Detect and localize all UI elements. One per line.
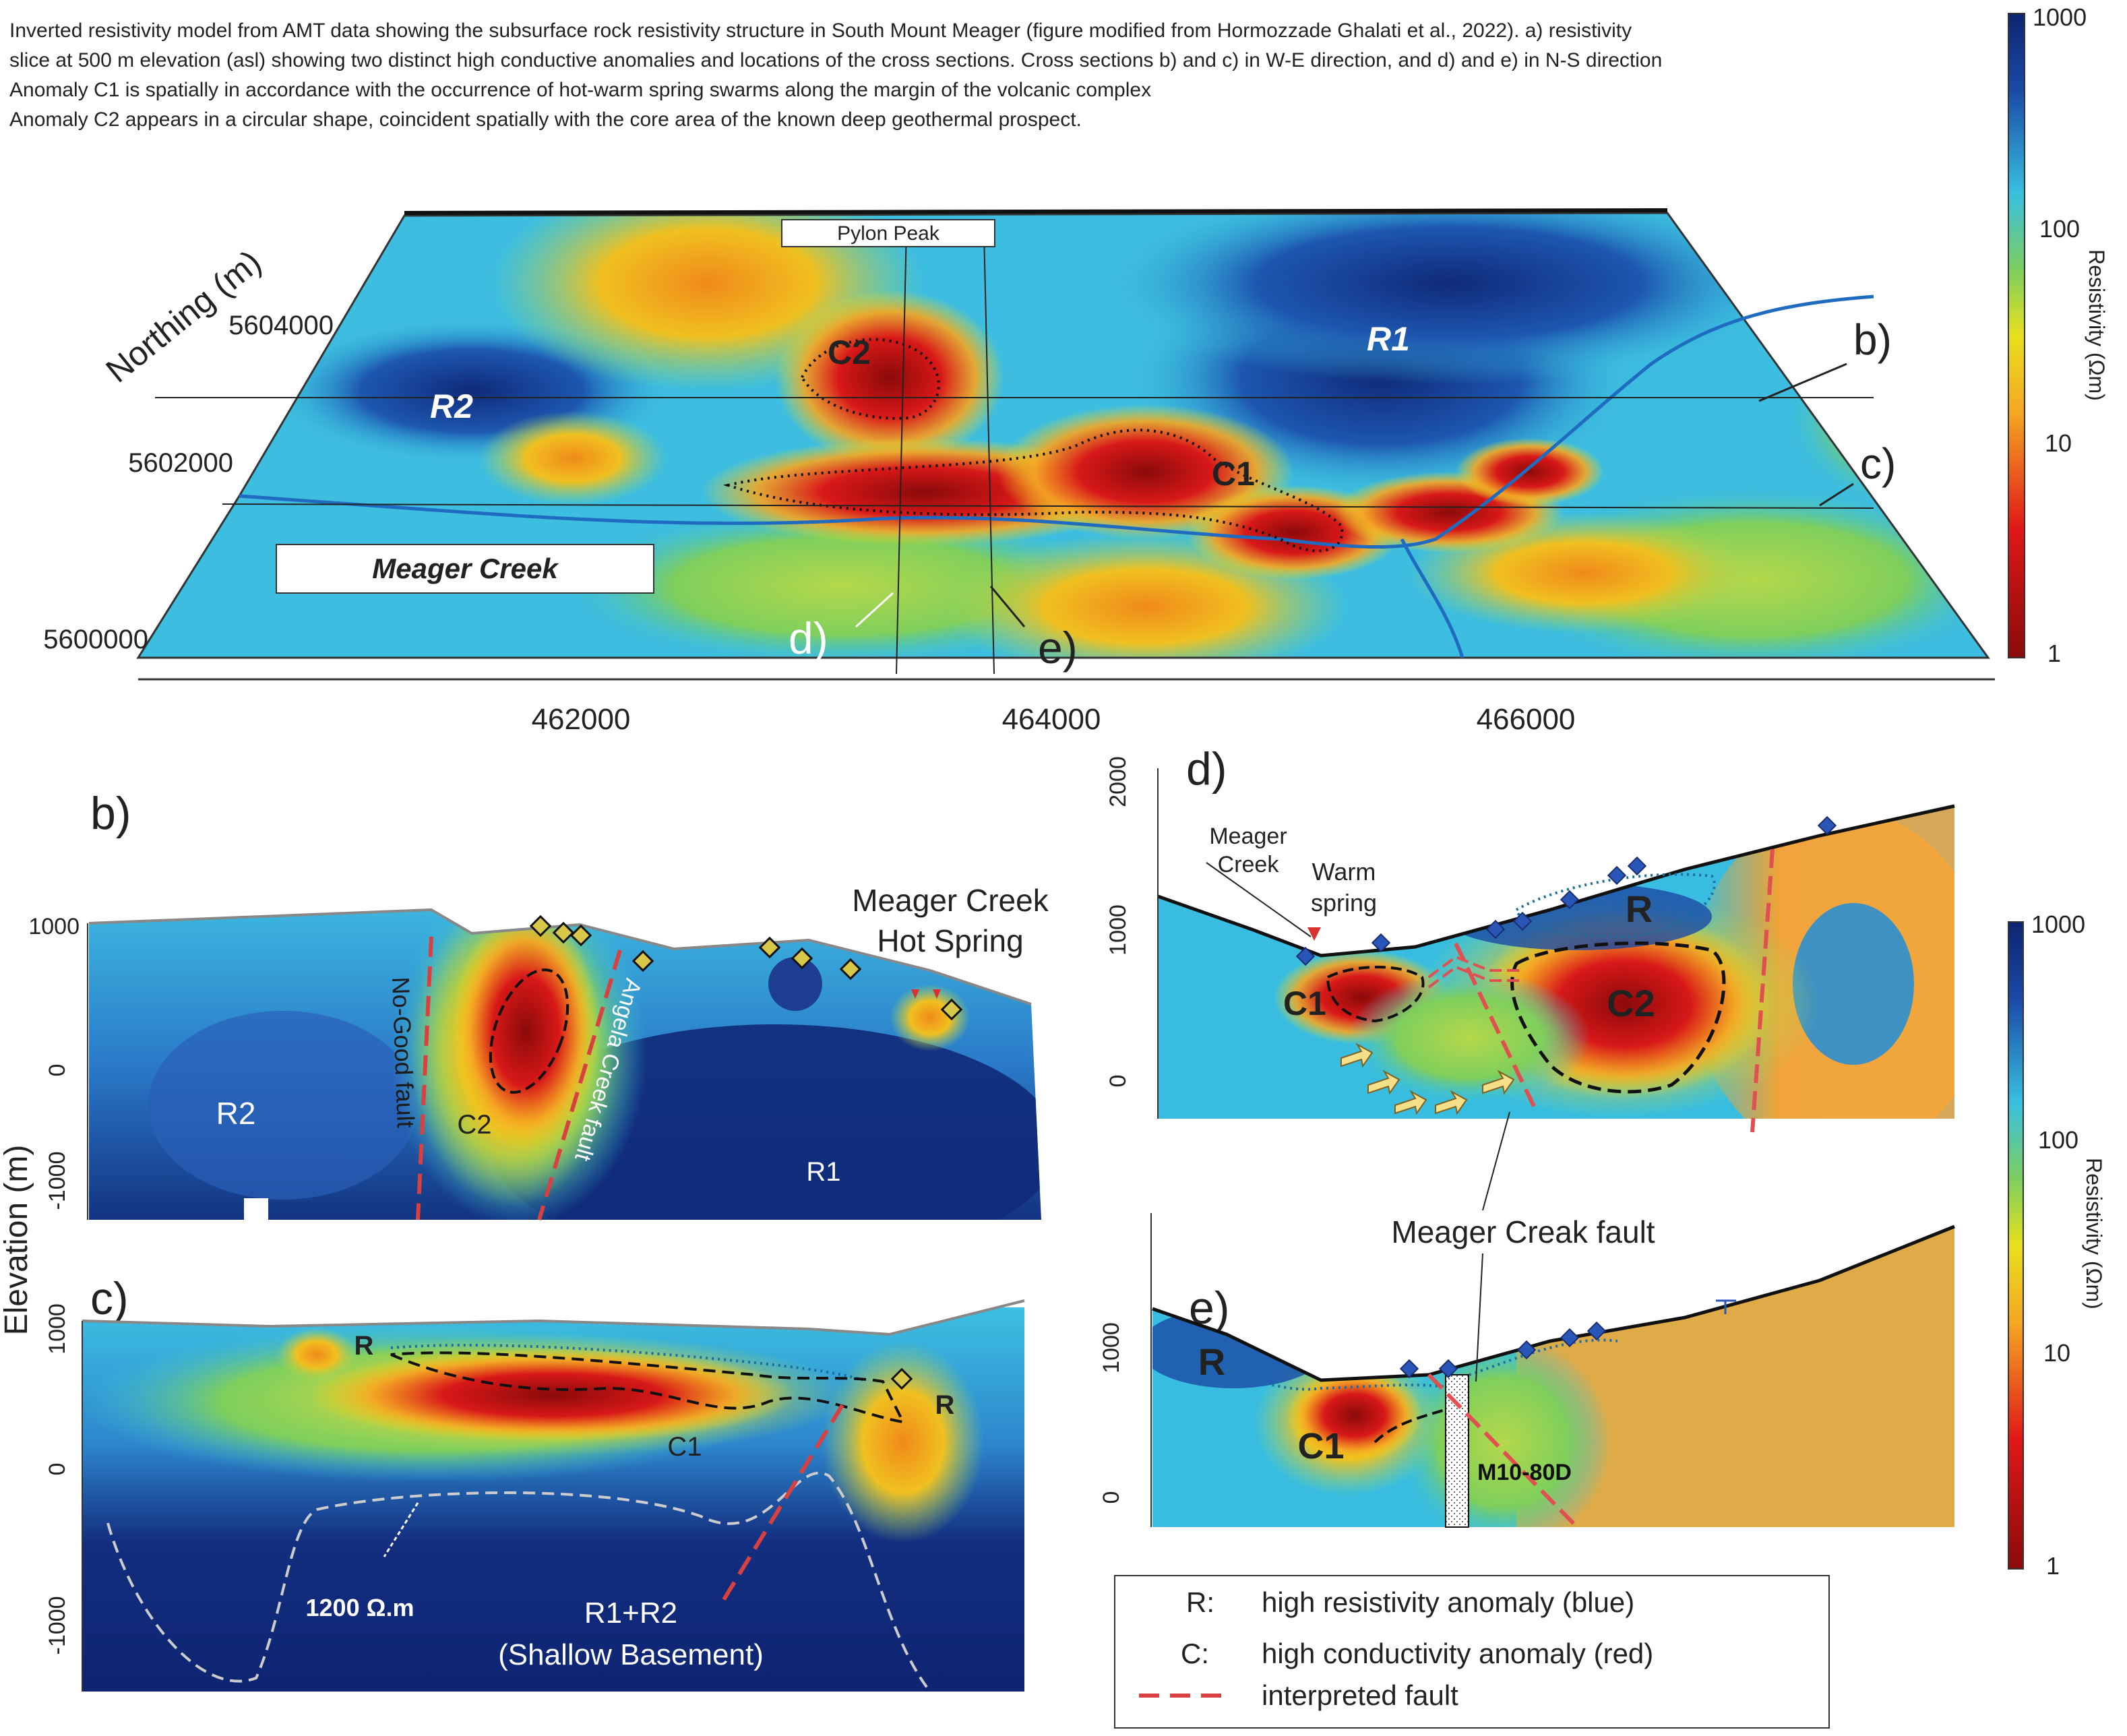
map-section-d-label: d) (789, 613, 828, 663)
colorbar-bottom: 1000 100 10 1 Resistivity (Ωm) (2008, 910, 2106, 1580)
map-section-e-label: e) (1038, 623, 1078, 673)
section-e-station-markers (1399, 1321, 1607, 1379)
colorbar-bottom-tick-10: 10 (2043, 1339, 2070, 1367)
map-c1-label: C1 (1212, 455, 1255, 493)
caption-line-4: Anomaly C2 appears in a circular shape, … (9, 108, 1082, 131)
section-d-ytick-0: 0 (1105, 1075, 1131, 1088)
caption-line-3: Anomaly C1 is spatially in accordance wi… (9, 79, 1152, 101)
colorbar-bottom-tick-100: 100 (2038, 1126, 2078, 1154)
section-d-meager-creek-1: Meager (1209, 824, 1287, 849)
map-section-b-label: b) (1853, 315, 1892, 364)
section-d: d) (1105, 743, 1955, 1133)
resistivity-slice-map: Pylon Peak Meager Creek C2 C1 R1 R2 b) c… (43, 208, 1995, 736)
map-r2-label: R2 (430, 388, 473, 425)
legend-r-text: high resistivity anomaly (blue) (1262, 1586, 1634, 1618)
colorbar-bottom-tick-1000: 1000 (2031, 910, 2085, 938)
section-d-ytick-1000: 1000 (1105, 904, 1131, 956)
legend-r-key: R: (1186, 1586, 1214, 1618)
pylon-peak-label: Pylon Peak (837, 222, 940, 245)
section-b-c2-label: C2 (457, 1110, 491, 1140)
map-ytick-5602000: 5602000 (128, 448, 233, 478)
section-c-panel-label: c) (90, 1273, 129, 1324)
elevation-axis-label: Elevation (m) (0, 1145, 34, 1336)
section-b-panel-label: b) (90, 788, 131, 839)
section-d-warm-spring-2: spring (1311, 889, 1377, 917)
section-c-basement-label-2: (Shallow Basement) (498, 1638, 764, 1671)
section-c-r-left-label: R (354, 1331, 374, 1361)
section-b-r1-label: R1 (806, 1157, 840, 1187)
hot-spring-label-2: Hot Spring (877, 923, 1023, 958)
colorbar-top-label: Resistivity (Ωm) (2085, 249, 2109, 401)
section-c-ytick-minus-1000: -1000 (44, 1596, 70, 1655)
meager-creek-box (276, 544, 654, 594)
section-c-c1-label: C1 (667, 1432, 702, 1462)
section-e-ytick-0: 0 (1099, 1491, 1124, 1504)
section-c: c) R R C1 1200 Ω.m R1+R2 (Shallow Baseme… (44, 1273, 1025, 1693)
legend-c-text: high conductivity anomaly (red) (1262, 1638, 1653, 1669)
section-c-ytick-1000: 1000 (44, 1303, 70, 1355)
legend: R: high resistivity anomaly (blue) C: hi… (1114, 1575, 1830, 1729)
section-d-flow-arrows (1340, 1043, 1515, 1115)
section-d-meager-creek-2: Creek (1218, 852, 1280, 877)
section-e-c1-label: C1 (1297, 1426, 1344, 1466)
colorbar-bottom-label: Resistivity (Ωm) (2082, 1158, 2106, 1309)
section-c-basement-label-1: R1+R2 (584, 1596, 677, 1630)
section-c-r-right-label: R (935, 1390, 955, 1420)
section-d-ytick-2000: 2000 (1105, 756, 1131, 807)
section-d-c2-label: C2 (1607, 982, 1655, 1024)
section-c-ytick-0: 0 (44, 1463, 70, 1476)
section-e: e) R C1 M10-80D 1000 0 (1099, 1213, 1955, 1529)
section-b-ytick-1000: 1000 (28, 914, 80, 939)
section-e-well-label: M10-80D (1477, 1460, 1572, 1485)
colorbar-bottom-tick-1: 1 (2046, 1552, 2060, 1580)
colorbar-top-tick-100: 100 (2039, 215, 2080, 243)
map-ytick-5604000: 5604000 (228, 311, 334, 340)
colorbar-top-tick-10: 10 (2045, 429, 2072, 457)
map-section-c-label: c) (1860, 439, 1896, 488)
section-b-ytick-0: 0 (44, 1064, 70, 1077)
no-good-fault-label: No-Good fault (387, 976, 420, 1128)
legend-fault-text: interpreted fault (1262, 1679, 1458, 1711)
hot-spring-label-1: Meager Creek (852, 883, 1049, 918)
figure-caption: Inverted resistivity model from AMT data… (9, 16, 1937, 135)
section-d-c1-label: C1 (1283, 985, 1326, 1022)
map-xtick-464000: 464000 (1002, 703, 1101, 736)
section-e-r-label: R (1198, 1340, 1225, 1383)
colorbar-top-tick-1: 1 (2047, 640, 2061, 667)
caption-line-1: Inverted resistivity model from AMT data… (9, 20, 1632, 42)
meager-creek-map-label: Meager Creek (372, 553, 559, 584)
section-b-r2-label: R2 (216, 1096, 256, 1131)
borehole-column (1445, 1374, 1469, 1528)
section-b: b) Meager Creek Hot Spring No-G (28, 788, 1049, 1220)
map-xtick-466000: 466000 (1477, 703, 1576, 736)
map-c2-label: C2 (828, 334, 871, 371)
map-r1-label: R1 (1367, 320, 1410, 358)
meager-fault-callout: Meager Creak fault (1391, 1214, 1655, 1249)
colorbar-top: 1000 100 10 1 Resistivity (Ωm) (2008, 3, 2109, 667)
section-d-warm-spring-1: Warm (1312, 858, 1376, 886)
section-b-ytick-minus-1000: -1000 (44, 1152, 70, 1210)
map-xtick-462000: 462000 (532, 703, 631, 736)
section-b-station-markers (529, 914, 963, 1021)
section-d-r-label: R (1626, 888, 1653, 930)
section-e-ytick-1000: 1000 (1099, 1322, 1124, 1373)
section-d-station-markers (1295, 815, 1837, 966)
map-ytick-5600000: 5600000 (43, 625, 148, 654)
colorbar-top-tick-1000: 1000 (2033, 3, 2087, 31)
legend-c-key: C: (1181, 1638, 1209, 1669)
pylon-peak-box (781, 219, 995, 247)
caption-line-2: slice at 500 m elevation (asl) showing t… (9, 49, 1663, 71)
section-c-contour-label: 1200 Ω.m (306, 1594, 414, 1621)
section-d-panel-label: d) (1186, 743, 1227, 795)
